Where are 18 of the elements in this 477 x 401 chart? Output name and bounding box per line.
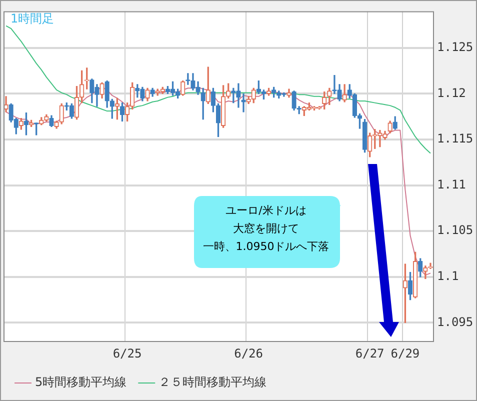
annotation: 1時間足 — [10, 11, 54, 26]
annotation: 大窓を開けて — [232, 221, 300, 237]
y-tick-label: 1.105 — [437, 223, 474, 238]
legend-label: 5時間移動平均線 — [35, 375, 127, 390]
y-tick-label: 1.12 — [437, 86, 466, 100]
annotation: 一時、1.0950ドルへ下落 — [202, 239, 330, 255]
x-tick-label: 6/27 — [355, 346, 384, 360]
x-tick-label: 6/29 — [390, 346, 420, 360]
y-tick-label: 1.1 — [437, 268, 459, 283]
y-tick-label: 1.095 — [437, 314, 474, 329]
x-tick-label: 6/26 — [234, 346, 264, 360]
candlestick — [241, 93, 246, 112]
x-tick-label: 6/25 — [112, 346, 142, 360]
y-tick-label: 1.11 — [437, 177, 466, 192]
y-tick-label: 1.125 — [437, 40, 474, 54]
legend-label: ２５時間移動平均線 — [158, 375, 267, 390]
annotation: ユーロ/米ドルは — [224, 203, 308, 219]
y-tick-label: 1.115 — [437, 132, 474, 146]
